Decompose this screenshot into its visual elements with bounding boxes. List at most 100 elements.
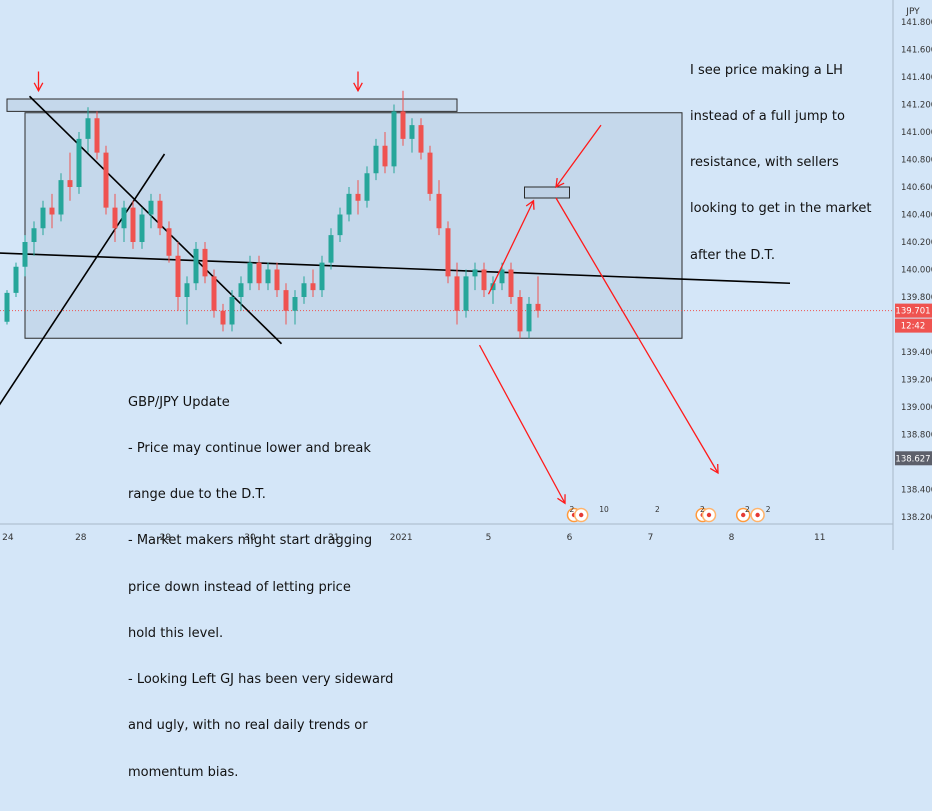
time-tick-label: 8 [729,533,735,543]
candle-body [193,248,199,284]
note-line: and ugly, with no real daily trends or [128,718,368,734]
candle-body [346,193,352,215]
ascending-line [0,153,166,406]
time-axis[interactable]: 24 28 29 30 31 2021 5 6 7 8 11 [0,523,893,543]
candle-body [436,193,442,229]
time-tick-label: 29 [160,533,172,543]
price-tick-label: 138.400 [901,486,932,496]
annotation-bottom-left: GBP/JPY Update - Price may continue lowe… [128,364,393,811]
countdown-label: 12:42 [901,322,926,332]
candle-body [31,228,37,242]
event-badge-dot [579,512,584,518]
arrow-shaft [487,200,535,295]
countdown-badge [895,318,932,333]
candles-layer [4,90,541,339]
arrow-down-left [478,344,566,505]
note-line: - Market makers might start dragging [128,533,373,549]
arrow-head [709,463,719,475]
arrow-shaft [478,344,566,504]
candle-body [49,207,55,215]
time-tick-label: 28 [75,533,87,543]
candle-body [85,118,91,139]
candle-body [454,276,460,311]
descending-line [28,95,283,345]
candle-body [184,283,190,297]
candle-body [391,111,397,167]
candle-body [418,125,424,153]
time-tick-label: 31 [328,533,339,543]
note-line: after the D.T. [690,247,776,263]
price-tick-label: 140.000 [901,266,932,276]
candle-body [67,180,73,187]
candle-body [22,242,28,267]
candle-body [319,262,325,291]
event-badge-count: 10 [599,505,609,514]
candle-body [472,269,478,277]
candle-body [166,228,172,256]
price-tick-label: 140.600 [901,183,932,193]
candle-body [337,214,343,236]
price-tick-label: 139.200 [901,376,932,386]
event-badge-dot [706,512,712,518]
event-badge-count: 2 [700,505,705,514]
current-price-label: 139.701 [895,307,930,317]
cursor-price-label: 138.627 [895,454,930,464]
note-line: GBP/JPY Update [128,394,230,410]
candle-body [283,290,289,311]
price-axis-unit: JPY [905,7,920,17]
arrow-head [555,177,565,189]
candle-body [508,269,514,297]
cursor-price-badge [895,451,932,466]
candle-body [463,276,469,311]
candle-body [13,266,19,293]
candle-body [499,269,505,284]
candle-body [175,255,181,297]
candle-body [373,145,379,174]
candle-body [517,297,523,332]
candle-body [247,262,253,284]
time-tick-label: 2021 [390,533,413,543]
time-tick-label: 7 [648,533,654,543]
candle-body [355,193,361,201]
note-line: - Looking Left GJ has been very sideward [128,672,394,688]
price-tick-label: 138.800 [901,431,932,441]
candle-body [427,152,433,194]
candle-body [229,297,235,325]
time-tick-label: 30 [244,533,256,543]
candle-body [535,303,541,311]
candle-body [4,292,10,322]
arrow-from-note [555,124,602,189]
candle-body [481,269,487,291]
arrow-high-right [353,71,363,93]
candle-body [40,207,46,229]
candle-body [256,262,262,284]
candle-body [409,125,415,139]
candle-body [76,138,82,187]
candle-body [130,207,136,242]
candle-body [526,303,532,332]
price-tick-label: 139.000 [901,403,932,413]
candle-body [490,283,496,291]
arrow-up-to-zone [487,199,535,295]
candle-body [292,297,298,311]
note-line: hold this level. [128,625,224,641]
candle-body [103,152,109,208]
candle-body [121,207,127,229]
event-badge-count: 2 [570,505,575,514]
candle-body [202,248,208,277]
price-tick-label: 141.000 [901,128,932,138]
note-line: looking to get in the market [690,201,872,217]
time-tick-label: 24 [2,533,14,543]
price-tick-label: 141.800 [901,18,932,28]
event-badges[interactable]: 2 10 2 2 2 2 [566,505,771,523]
event-badge-dot [741,512,746,518]
price-tick-label: 140.400 [901,211,932,221]
candle-body [220,310,226,325]
candle-body [238,283,244,297]
candle-body [157,200,163,229]
candle-body [211,276,217,311]
price-tick-label: 139.400 [901,348,932,358]
